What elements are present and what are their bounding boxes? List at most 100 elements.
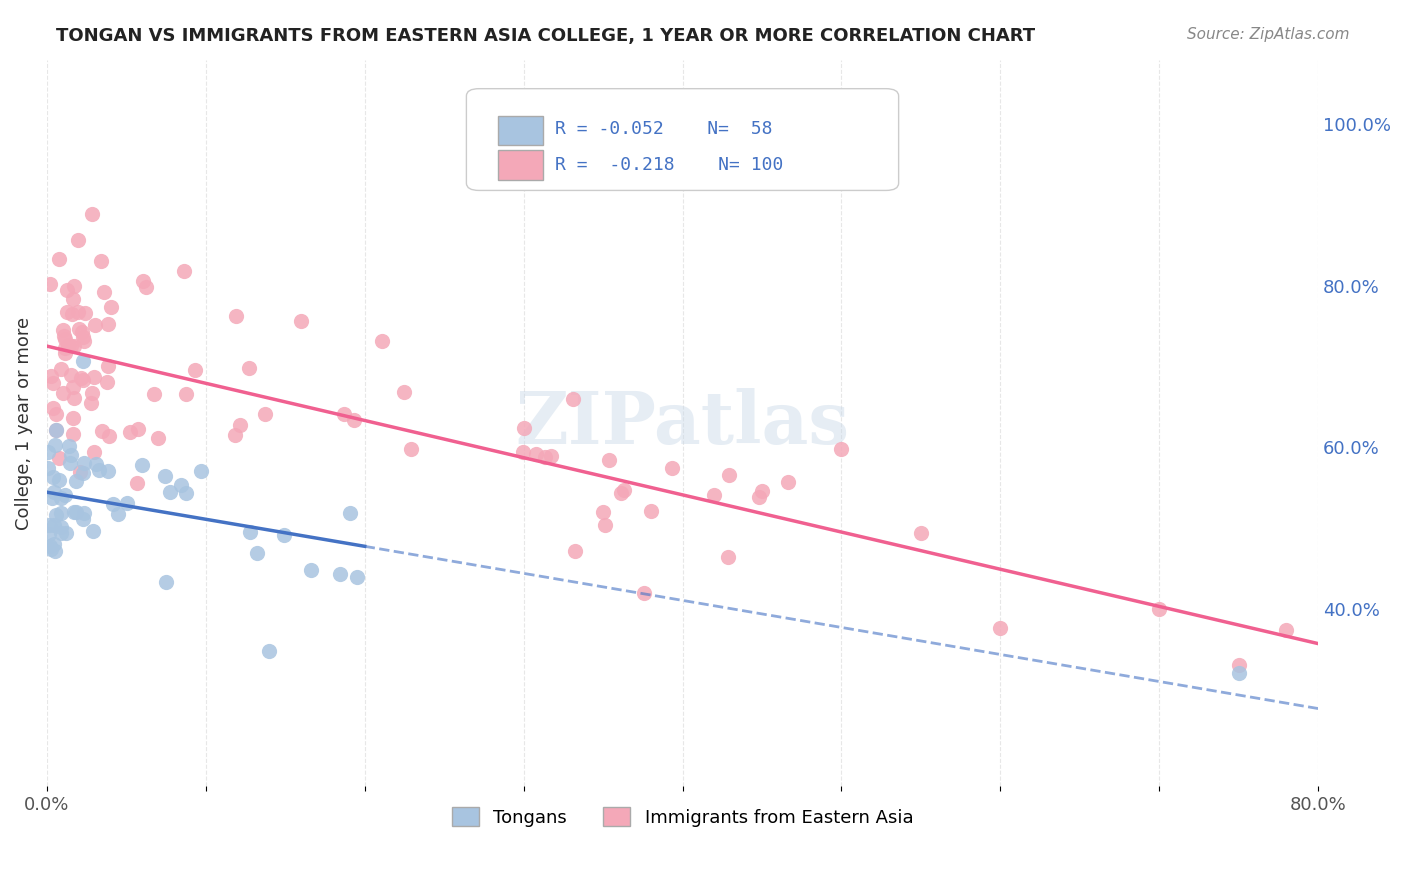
Point [58,439,80,453]
Point [69,466,91,480]
Point [115,495,138,509]
Point [48,451,70,466]
Point [58,338,80,352]
Point [56,283,79,297]
Point [67,304,90,318]
Point [399,442,422,457]
Point [988,621,1011,635]
Point [80,396,103,410]
Point [49,526,72,541]
Point [93,285,115,300]
Point [90,425,112,439]
Point [97,359,120,373]
Point [70,325,93,339]
Point [82,385,104,400]
Point [84,457,107,471]
Point [717,467,740,482]
Point [329,566,352,581]
Point [371,334,394,348]
Point [38,527,60,541]
Legend: Tongans, Immigrants from Eastern Asia: Tongans, Immigrants from Eastern Asia [443,798,922,836]
Point [38,277,60,292]
Point [127,475,149,490]
Point [44,438,66,452]
Point [333,407,356,421]
Point [593,517,616,532]
Point [82,524,104,538]
Point [73,506,96,520]
Point [512,444,534,458]
Point [524,447,547,461]
Point [49,361,72,376]
Point [98,429,121,443]
Point [273,528,295,542]
Point [62,410,84,425]
Point [52,386,75,401]
Point [564,544,586,558]
Point [107,507,129,521]
Point [62,307,84,321]
Point [48,473,70,487]
Point [1227,657,1250,672]
Point [72,467,94,481]
Point [173,264,195,278]
Point [174,485,197,500]
Point [135,280,157,294]
Point [174,387,197,401]
Point [146,431,169,445]
Point [51,491,73,506]
Text: ZIPatlas: ZIPatlas [516,387,849,458]
Point [83,318,105,332]
Point [97,464,120,478]
Point [610,485,633,500]
Point [89,463,111,477]
Point [45,407,67,421]
Point [59,457,82,471]
Point [70,371,93,385]
Point [73,457,96,471]
Point [44,543,66,558]
FancyBboxPatch shape [498,116,543,145]
Point [127,422,149,436]
Point [190,464,212,478]
Point [62,380,84,394]
Point [229,417,252,432]
Point [159,484,181,499]
Point [640,503,662,517]
Point [72,511,94,525]
Point [100,300,122,314]
Point [290,314,312,328]
Point [540,449,562,463]
Point [62,426,84,441]
Point [63,505,86,519]
Point [155,574,177,589]
Point [592,505,614,519]
Point [56,305,79,319]
Point [299,563,322,577]
Point [44,485,66,500]
Text: R =  -0.218    N= 100: R = -0.218 N= 100 [555,156,783,174]
Point [1147,602,1170,616]
Text: Source: ZipAtlas.com: Source: ZipAtlas.com [1187,27,1350,42]
Point [72,373,94,387]
Point [72,330,94,344]
Point [633,586,655,600]
Point [170,478,193,492]
Point [830,442,852,456]
Point [65,475,87,489]
Point [38,518,60,533]
Point [598,453,620,467]
Point [239,525,262,540]
Point [101,497,124,511]
Point [42,376,65,390]
Point [42,517,65,532]
Point [37,460,59,475]
Point [751,484,773,499]
Point [238,361,260,376]
Point [120,425,142,439]
Point [246,546,269,560]
FancyBboxPatch shape [467,88,898,190]
Point [534,450,557,464]
Point [513,421,536,435]
Point [131,458,153,472]
